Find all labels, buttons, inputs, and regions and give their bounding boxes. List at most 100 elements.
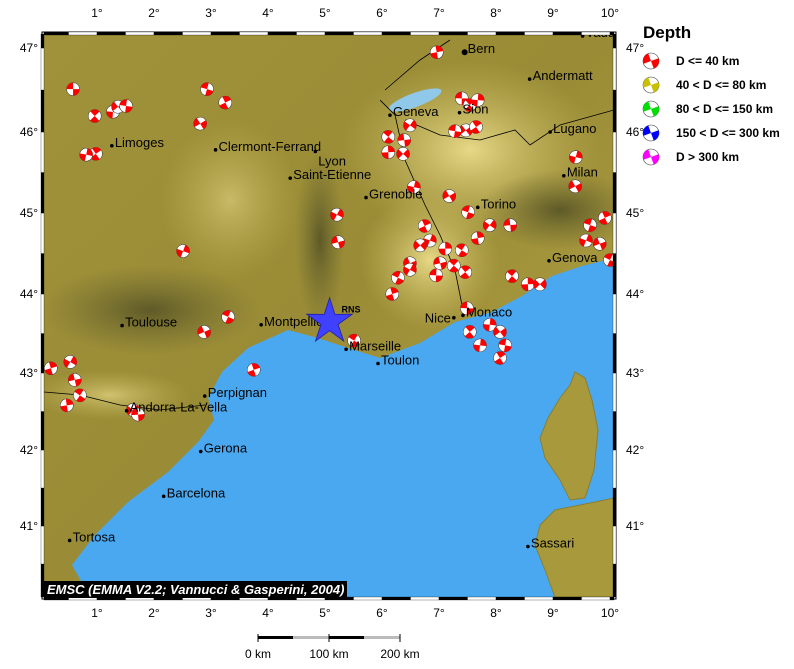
city-label: Marseille xyxy=(349,338,401,353)
earthquake-beachball xyxy=(433,256,447,270)
lon-tick-label: 7° xyxy=(433,606,445,620)
city-label: Monaco xyxy=(466,304,512,319)
city-genova: Genova xyxy=(547,250,598,265)
city-label: Sassari xyxy=(531,536,574,551)
city-label: Torino xyxy=(481,196,516,211)
earthquake-beachball xyxy=(193,116,207,131)
earthquake-beachball xyxy=(521,277,535,292)
city-clermont-ferrand: Clermont-Ferrand xyxy=(213,139,322,154)
lon-tick-label: 3° xyxy=(205,606,217,620)
sardinia xyxy=(534,497,614,597)
lon-tick-label: 4° xyxy=(262,606,274,620)
city-label: Limoges xyxy=(115,135,165,150)
earthquake-beachball xyxy=(429,268,443,283)
city-dot xyxy=(526,544,530,549)
earthquake-beachball xyxy=(44,361,58,376)
city-torino: Torino xyxy=(475,196,516,211)
city-dot xyxy=(475,205,480,210)
city-dot xyxy=(548,130,552,134)
rhone-valley xyxy=(295,150,345,330)
lat-tick-label: 46° xyxy=(626,125,644,139)
scale-label: 200 km xyxy=(380,647,420,661)
scale-bar xyxy=(257,634,401,642)
earthquake-beachball xyxy=(197,325,211,339)
city-dot xyxy=(313,149,318,154)
earthquake-beachball xyxy=(381,130,396,144)
city-sion: Sion xyxy=(457,102,489,117)
map-frame xyxy=(40,31,617,601)
city-toulouse: Toulouse xyxy=(120,315,177,330)
lat-tick-label: 46° xyxy=(20,125,38,139)
earthquake-beachball xyxy=(598,211,612,225)
legend-beachball xyxy=(642,100,660,118)
station-label: RNS xyxy=(342,305,361,315)
city-lugano: Lugano xyxy=(548,121,597,136)
legend-beachball xyxy=(642,52,660,70)
earthquake-beachball xyxy=(200,82,214,96)
city-lyon: Lyon xyxy=(313,149,346,168)
beachball-icon xyxy=(642,124,660,142)
station-marker: RNS xyxy=(305,296,361,343)
city-marseille: Marseille xyxy=(344,338,401,353)
legend-item: 80 < D <= 150 km xyxy=(640,99,773,119)
cities: Vaduz Bern Andermatt Geneva Sion Lugano Limoge… xyxy=(67,34,614,551)
lat-tick-label: 44° xyxy=(20,287,38,301)
earthquake-beachball xyxy=(493,325,507,339)
earthquake-beachball xyxy=(455,243,469,258)
earthquake-beachball xyxy=(503,218,517,232)
city-dot xyxy=(547,258,551,263)
lon-tick-label: 2° xyxy=(148,606,160,620)
city-milan: Milan xyxy=(562,165,598,180)
city-label: Perpignan xyxy=(208,385,267,400)
earthquake-beachball xyxy=(247,363,261,377)
city-dot xyxy=(461,313,465,318)
city-dot xyxy=(452,315,456,320)
earthquake-beachball xyxy=(482,318,497,332)
city-label: Saint-Etienne xyxy=(293,167,371,182)
city-dot xyxy=(198,449,203,454)
earthquake-beachball xyxy=(347,333,361,348)
city-label: Geneva xyxy=(393,104,439,119)
city-barcelona: Barcelona xyxy=(161,485,226,500)
lon-tick-label: 1° xyxy=(91,6,103,20)
lat-tick-label: 44° xyxy=(626,287,644,301)
earthquake-beachball xyxy=(583,218,597,232)
city-sassari: Sassari xyxy=(526,536,574,551)
city-grenoble: Grenoble xyxy=(364,187,423,202)
city-gerona: Gerona xyxy=(198,441,248,456)
earthquake-beachball xyxy=(482,218,497,232)
earthquake-beachball xyxy=(397,133,411,147)
city-dot xyxy=(364,195,368,200)
lon-tick-label: 2° xyxy=(148,6,160,20)
earthquake-beachball xyxy=(119,99,133,113)
earthquake-beachball xyxy=(418,219,432,233)
city-geneva: Geneva xyxy=(388,104,439,119)
lon-tick-label: 8° xyxy=(490,606,502,620)
earthquake-beachball xyxy=(498,338,512,353)
city-toulon: Toulon xyxy=(376,353,419,368)
city-label: Gerona xyxy=(204,441,248,456)
earthquake-beachball xyxy=(407,180,421,194)
beachball-icon xyxy=(642,52,660,70)
earthquake-beachball xyxy=(403,262,417,277)
city-tortosa: Tortosa xyxy=(67,529,116,544)
lon-tick-label: 3° xyxy=(205,6,217,20)
border-line xyxy=(404,109,614,146)
axis-ticks: 1° 1° 2° 2° 3° 3° 4° 4° 5° 5° 6° 6° 7° 7° 8° 8° 9° 9° 10° 1… xyxy=(20,6,645,620)
earthquake-beachball xyxy=(331,235,345,249)
earthquake-beachball xyxy=(460,301,474,315)
city-dot xyxy=(161,494,166,499)
city-dot xyxy=(124,408,129,413)
lon-tick-label: 4° xyxy=(262,6,274,20)
earthquake-beachball xyxy=(381,145,396,159)
earthquake-beachball xyxy=(330,207,344,222)
city-perpignan: Perpignan xyxy=(202,385,267,400)
corsica xyxy=(539,371,599,501)
earthquake-beachball xyxy=(221,310,235,324)
city-dot xyxy=(213,148,218,152)
earthquake-beachball xyxy=(579,233,593,248)
lat-tick-label: 43° xyxy=(20,366,38,380)
city-label: Clermont-Ferrand xyxy=(219,139,322,154)
earthquake-beachball xyxy=(533,277,547,292)
